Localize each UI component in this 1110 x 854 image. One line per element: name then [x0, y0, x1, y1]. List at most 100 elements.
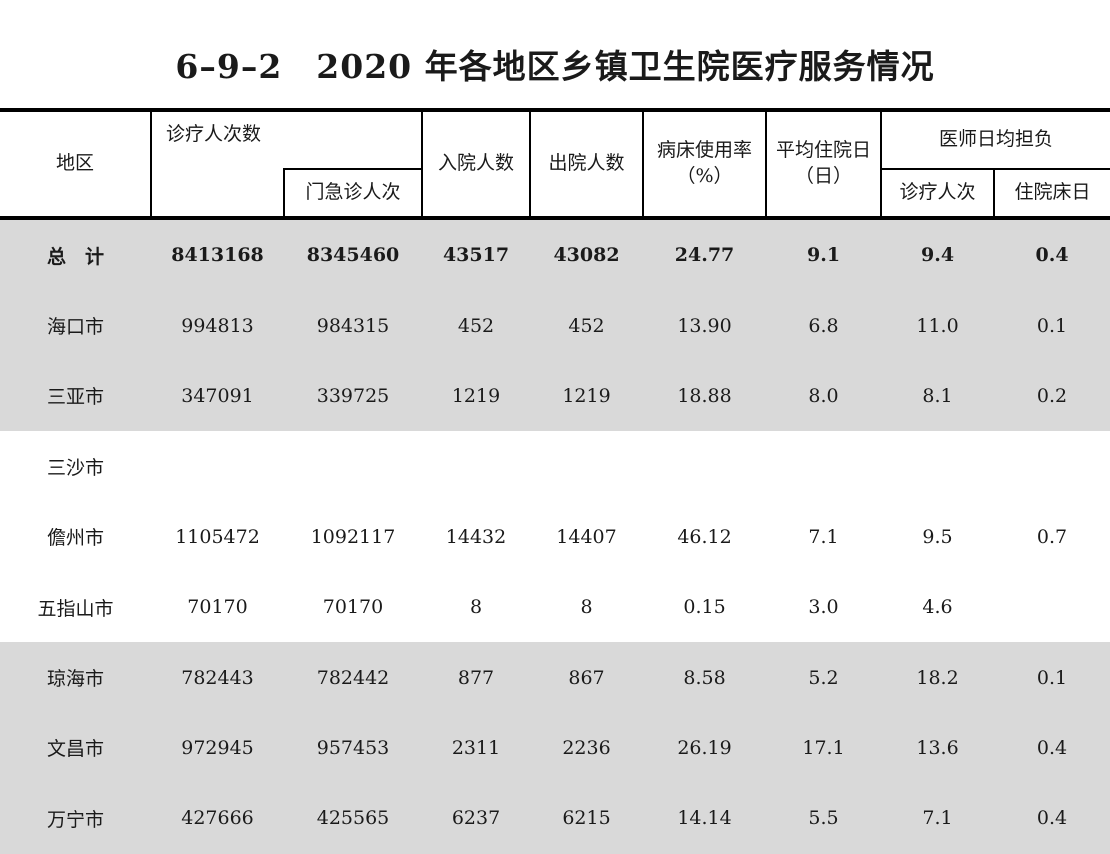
bed-usage-cell: 46.12	[677, 525, 732, 548]
emergency-visits-cell: 425565	[284, 783, 423, 854]
header-avg-stay-line2: （日）	[795, 165, 853, 187]
table-row: 三亚市 347091 339725 1219 1219 18.88 8.0 8.1 0.2	[0, 360, 1110, 432]
region-cell: 海口市	[0, 290, 151, 361]
region-cell: 万宁市	[0, 783, 151, 854]
discharges-cell: 867	[530, 642, 644, 713]
visits-cell: 1105472	[175, 525, 260, 548]
avg-stay-cell: 5.2	[766, 642, 882, 713]
emergency-visits-cell: 70170	[322, 596, 384, 619]
physician-visits-cell: 13.6	[881, 712, 995, 784]
physician-bed-days-cell: 0.4	[994, 783, 1110, 854]
region-cell: 总 计	[0, 218, 151, 291]
admissions-cell: 43517	[422, 218, 531, 291]
admissions-cell: 6237	[422, 783, 531, 854]
discharges-cell	[530, 431, 643, 501]
avg-stay-cell: 6.8	[766, 290, 882, 361]
discharges-cell: 6215	[530, 783, 644, 854]
visits-cell: 782443	[151, 642, 284, 713]
header-region: 地区	[0, 108, 152, 220]
region-cell: 文昌市	[0, 712, 151, 784]
header-avg-stay: 平均住院日 （日）	[766, 108, 883, 220]
physician-visits-cell: 11.0	[881, 290, 995, 361]
table-row: 琼海市 782443 782442 877 867 8.58 5.2 18.2 0.1	[0, 642, 1110, 713]
avg-stay-cell	[766, 431, 881, 501]
physician-bed-days-cell	[994, 431, 1110, 501]
physician-visits-cell	[881, 431, 994, 501]
header-physician-load: 医师日均担负	[881, 108, 1110, 170]
region-cell: 琼海市	[0, 642, 151, 713]
region-cell: 三沙市	[46, 456, 104, 479]
physician-bed-days-cell: 0.2	[994, 360, 1110, 432]
emergency-visits-cell: 984315	[284, 290, 423, 361]
discharges-cell: 14407	[556, 525, 617, 548]
physician-bed-days-cell: 0.4	[994, 218, 1110, 291]
emergency-visits-cell: 339725	[284, 360, 423, 432]
admissions-cell: 452	[422, 290, 531, 361]
avg-stay-cell: 5.5	[766, 783, 882, 854]
bed-usage-cell: 8.58	[643, 642, 767, 713]
header-physician-bed-days: 住院床日	[994, 169, 1110, 220]
header-bed-usage-line1: 病床使用率	[657, 139, 753, 162]
table-row: 五指山市 70170 70170 8 8 0.15 3.0 4.6	[0, 572, 1110, 642]
table-row: 总 计 8413168 8345460 43517 43082 24.77 9.1 9.4 0.…	[0, 218, 1110, 291]
bed-usage-cell: 13.90	[643, 290, 767, 361]
visits-cell	[151, 431, 284, 501]
avg-stay-cell: 7.1	[808, 525, 839, 548]
physician-bed-days-cell: 0.1	[994, 290, 1110, 361]
header-emergency-visits: 门急诊人次	[282, 168, 424, 220]
physician-bed-days-cell: 0.1	[994, 642, 1110, 713]
physician-visits-cell: 9.5	[922, 525, 953, 548]
header-visits-spacer	[151, 169, 285, 220]
header-bed-usage-line2: （%）	[676, 165, 733, 187]
physician-bed-days-cell: 0.7	[1036, 525, 1068, 548]
header-avg-stay-line1: 平均住院日	[776, 139, 872, 162]
bed-usage-cell: 18.88	[643, 360, 767, 432]
bed-usage-cell: 0.15	[683, 596, 726, 619]
header-bed-usage: 病床使用率 （%）	[643, 108, 768, 220]
bed-usage-cell: 24.77	[643, 218, 767, 291]
table-body: 总 计 8413168 8345460 43517 43082 24.77 9.1 9.4 0.…	[0, 218, 1110, 854]
page-title: 6–9–2 2020 年各地区乡镇卫生院医疗服务情况	[175, 47, 935, 86]
physician-visits-cell: 4.6	[922, 596, 953, 619]
header-visits: 诊疗人次数	[151, 108, 424, 169]
region-cell: 三亚市	[0, 360, 151, 432]
header-physician-visits: 诊疗人次	[881, 169, 996, 220]
header-discharges: 出院人数	[530, 108, 645, 220]
visits-cell: 347091	[151, 360, 284, 432]
physician-bed-days-cell	[994, 572, 1110, 642]
visits-cell: 70170	[187, 596, 248, 619]
health-stats-table: 地区 诊疗人次数 入院人数 出院人数 病床使用率 （%） 平均住院日 （日） 医…	[0, 108, 1110, 854]
admissions-cell: 8	[469, 596, 483, 619]
physician-bed-days-cell: 0.4	[994, 712, 1110, 784]
visits-cell: 427666	[151, 783, 284, 854]
table-header: 地区 诊疗人次数 入院人数 出院人数 病床使用率 （%） 平均住院日 （日） 医…	[0, 108, 1110, 220]
discharges-cell: 43082	[530, 218, 644, 291]
physician-visits-cell: 7.1	[881, 783, 995, 854]
bed-usage-cell	[643, 431, 766, 501]
avg-stay-cell: 17.1	[766, 712, 882, 784]
bed-usage-cell: 26.19	[643, 712, 767, 784]
discharges-cell: 1219	[530, 360, 644, 432]
emergency-visits-cell: 782442	[284, 642, 423, 713]
visits-cell: 8413168	[151, 218, 284, 291]
table-row: 三沙市	[0, 431, 1110, 501]
table-row: 文昌市 972945 957453 2311 2236 26.19 17.1 13.6 0.4	[0, 712, 1110, 784]
emergency-visits-cell	[284, 431, 422, 501]
emergency-visits-cell: 8345460	[284, 218, 423, 291]
visits-cell: 994813	[151, 290, 284, 361]
visits-cell: 972945	[151, 712, 284, 784]
discharges-cell: 2236	[530, 712, 644, 784]
admissions-cell: 877	[422, 642, 531, 713]
region-cell: 儋州市	[46, 527, 104, 550]
region-cell: 五指山市	[37, 597, 114, 620]
discharges-cell: 8	[580, 596, 593, 619]
emergency-visits-cell: 1092117	[310, 525, 396, 548]
table-row: 万宁市 427666 425565 6237 6215 14.14 5.5 7.1 0.4	[0, 783, 1110, 854]
admissions-cell: 1219	[422, 360, 531, 432]
physician-visits-cell: 8.1	[881, 360, 995, 432]
admissions-cell	[422, 431, 530, 501]
discharges-cell: 452	[530, 290, 644, 361]
avg-stay-cell: 8.0	[766, 360, 882, 432]
physician-visits-cell: 18.2	[881, 642, 995, 713]
avg-stay-cell: 3.0	[808, 596, 839, 619]
